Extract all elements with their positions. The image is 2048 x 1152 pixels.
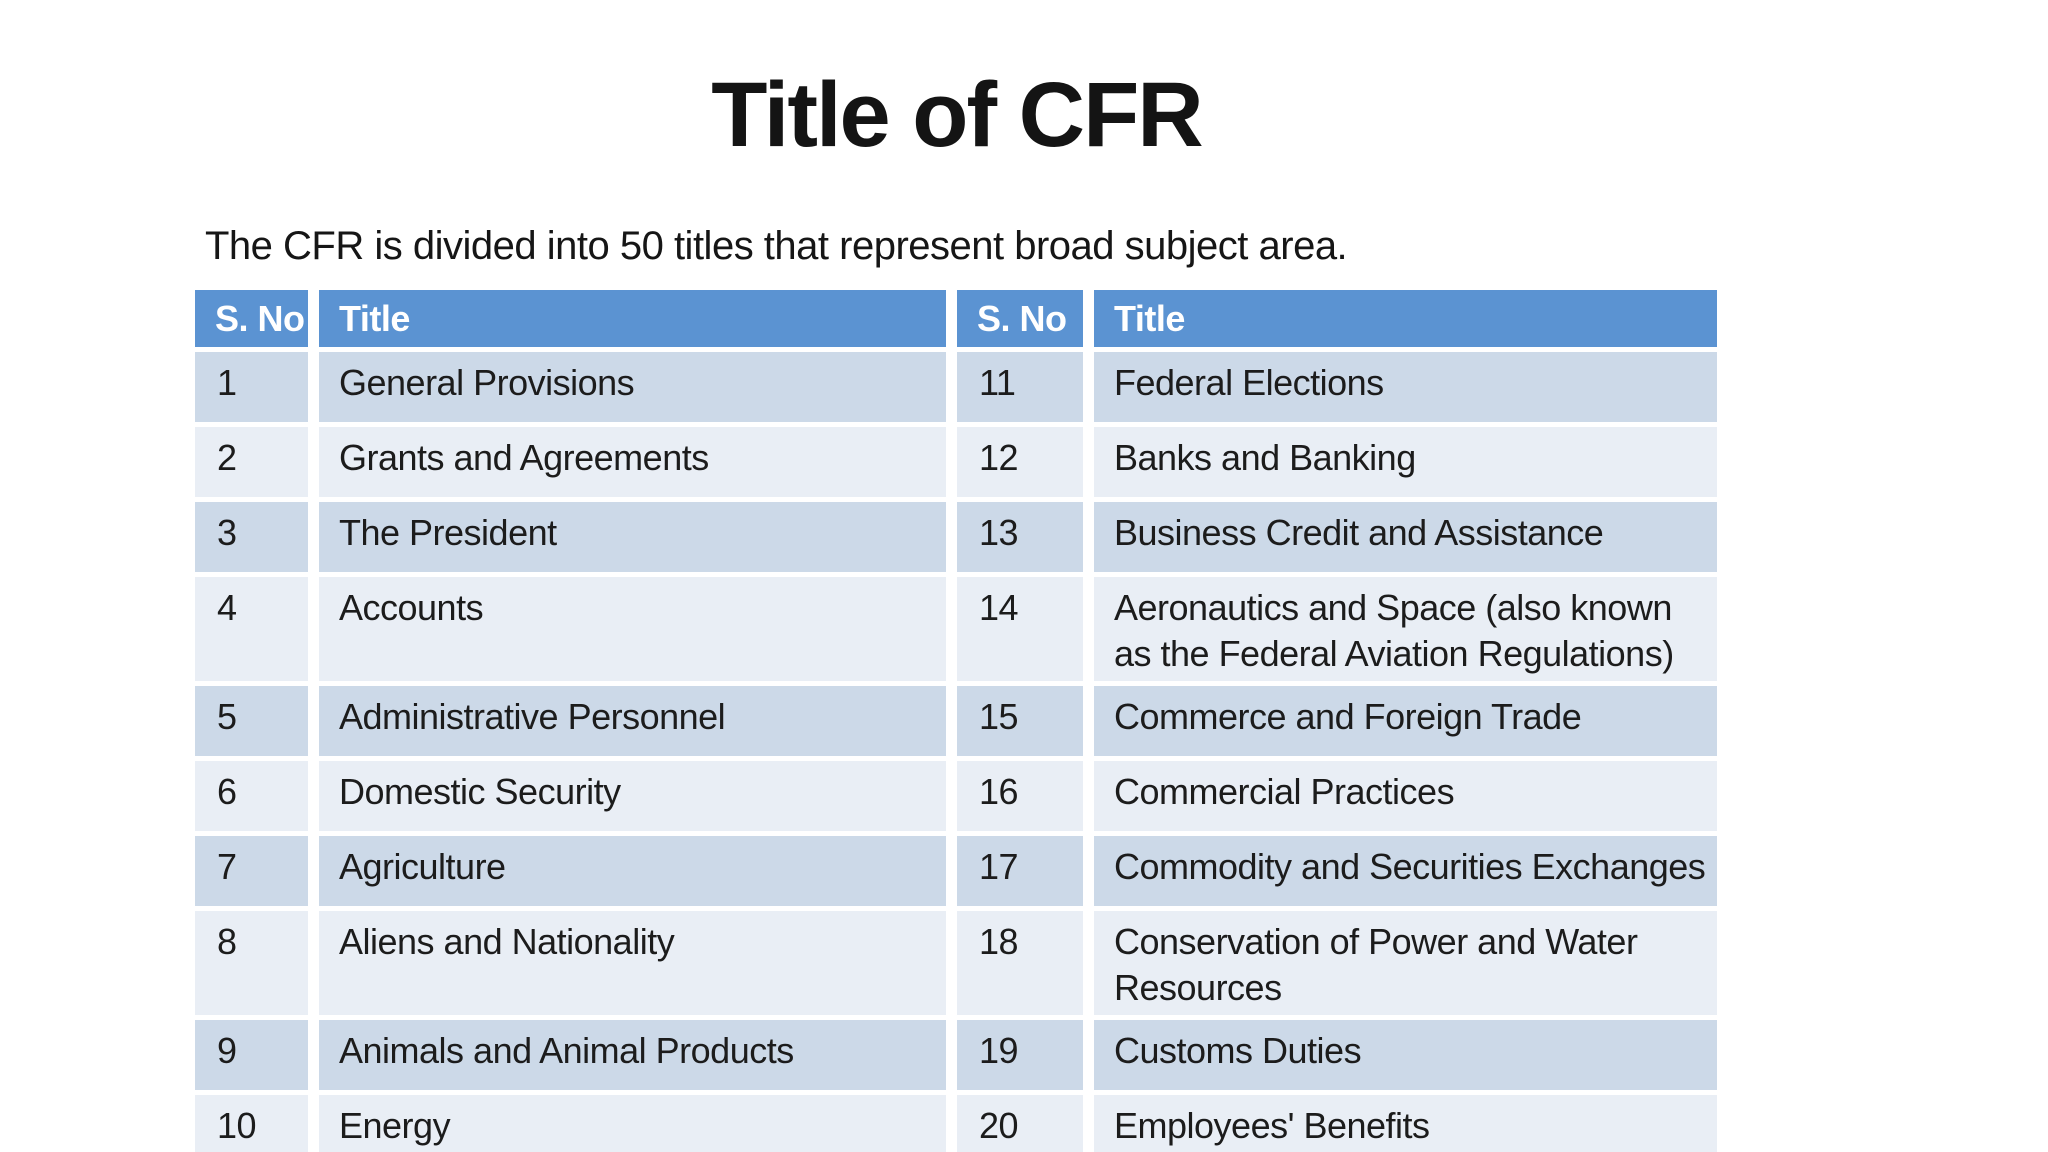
table-row: 7 Agriculture 17 Commodity and Securitie… [195,836,1717,906]
serial-cell: 5 [195,686,308,756]
title-cell: Administrative Personnel [319,686,946,756]
table-row: 3 The President 13 Business Credit and A… [195,502,1717,572]
serial-cell: 1 [195,352,308,422]
title-cell: General Provisions [319,352,946,422]
title-cell: Customs Duties [1094,1020,1717,1090]
title-cell: Accounts [319,577,946,681]
title-cell: Commercial Practices [1094,761,1717,831]
title-cell: Conservation of Power and Water Resource… [1094,911,1717,1015]
title-cell: Domestic Security [319,761,946,831]
title-cell: Grants and Agreements [319,427,946,497]
column-header-sno-right: S. No [957,290,1083,347]
serial-cell: 16 [957,761,1083,831]
title-cell: Energy [319,1095,946,1152]
title-cell: Commerce and Foreign Trade [1094,686,1717,756]
serial-cell: 3 [195,502,308,572]
serial-cell: 10 [195,1095,308,1152]
serial-cell: 9 [195,1020,308,1090]
title-cell: Banks and Banking [1094,427,1717,497]
title-cell: Animals and Animal Products [319,1020,946,1090]
serial-cell: 15 [957,686,1083,756]
serial-cell: 2 [195,427,308,497]
serial-cell: 17 [957,836,1083,906]
title-cell: The President [319,502,946,572]
title-cell: Business Credit and Assistance [1094,502,1717,572]
title-cell: Aeronautics and Space (also known as the… [1094,577,1717,681]
column-header-sno-left: S. No [195,290,308,347]
table-row: 2 Grants and Agreements 12 Banks and Ban… [195,427,1717,497]
page-title: Title of CFR [711,64,1204,166]
serial-cell: 18 [957,911,1083,1015]
cfr-titles-table: S. No Title S. No Title 1 General Provis… [184,285,1728,1152]
serial-cell: 19 [957,1020,1083,1090]
serial-cell: 12 [957,427,1083,497]
serial-cell: 7 [195,836,308,906]
serial-cell: 4 [195,577,308,681]
table-row: 8 Aliens and Nationality 18 Conservation… [195,911,1717,1015]
serial-cell: 6 [195,761,308,831]
subtitle: The CFR is divided into 50 titles that r… [205,224,1348,268]
table-row: 5 Administrative Personnel 15 Commerce a… [195,686,1717,756]
table-row: 4 Accounts 14 Aeronautics and Space (als… [195,577,1717,681]
column-header-title-left: Title [319,290,946,347]
serial-cell: 11 [957,352,1083,422]
title-cell: Aliens and Nationality [319,911,946,1015]
column-header-title-right: Title [1094,290,1717,347]
title-cell: Employees' Benefits [1094,1095,1717,1152]
serial-cell: 14 [957,577,1083,681]
title-cell: Federal Elections [1094,352,1717,422]
table-row: 1 General Provisions 11 Federal Election… [195,352,1717,422]
table-row: 6 Domestic Security 16 Commercial Practi… [195,761,1717,831]
serial-cell: 20 [957,1095,1083,1152]
table-row: 10 Energy 20 Employees' Benefits [195,1095,1717,1152]
title-cell: Commodity and Securities Exchanges [1094,836,1717,906]
serial-cell: 13 [957,502,1083,572]
serial-cell: 8 [195,911,308,1015]
title-cell: Agriculture [319,836,946,906]
table-row: 9 Animals and Animal Products 19 Customs… [195,1020,1717,1090]
table-header-row: S. No Title S. No Title [195,290,1717,347]
